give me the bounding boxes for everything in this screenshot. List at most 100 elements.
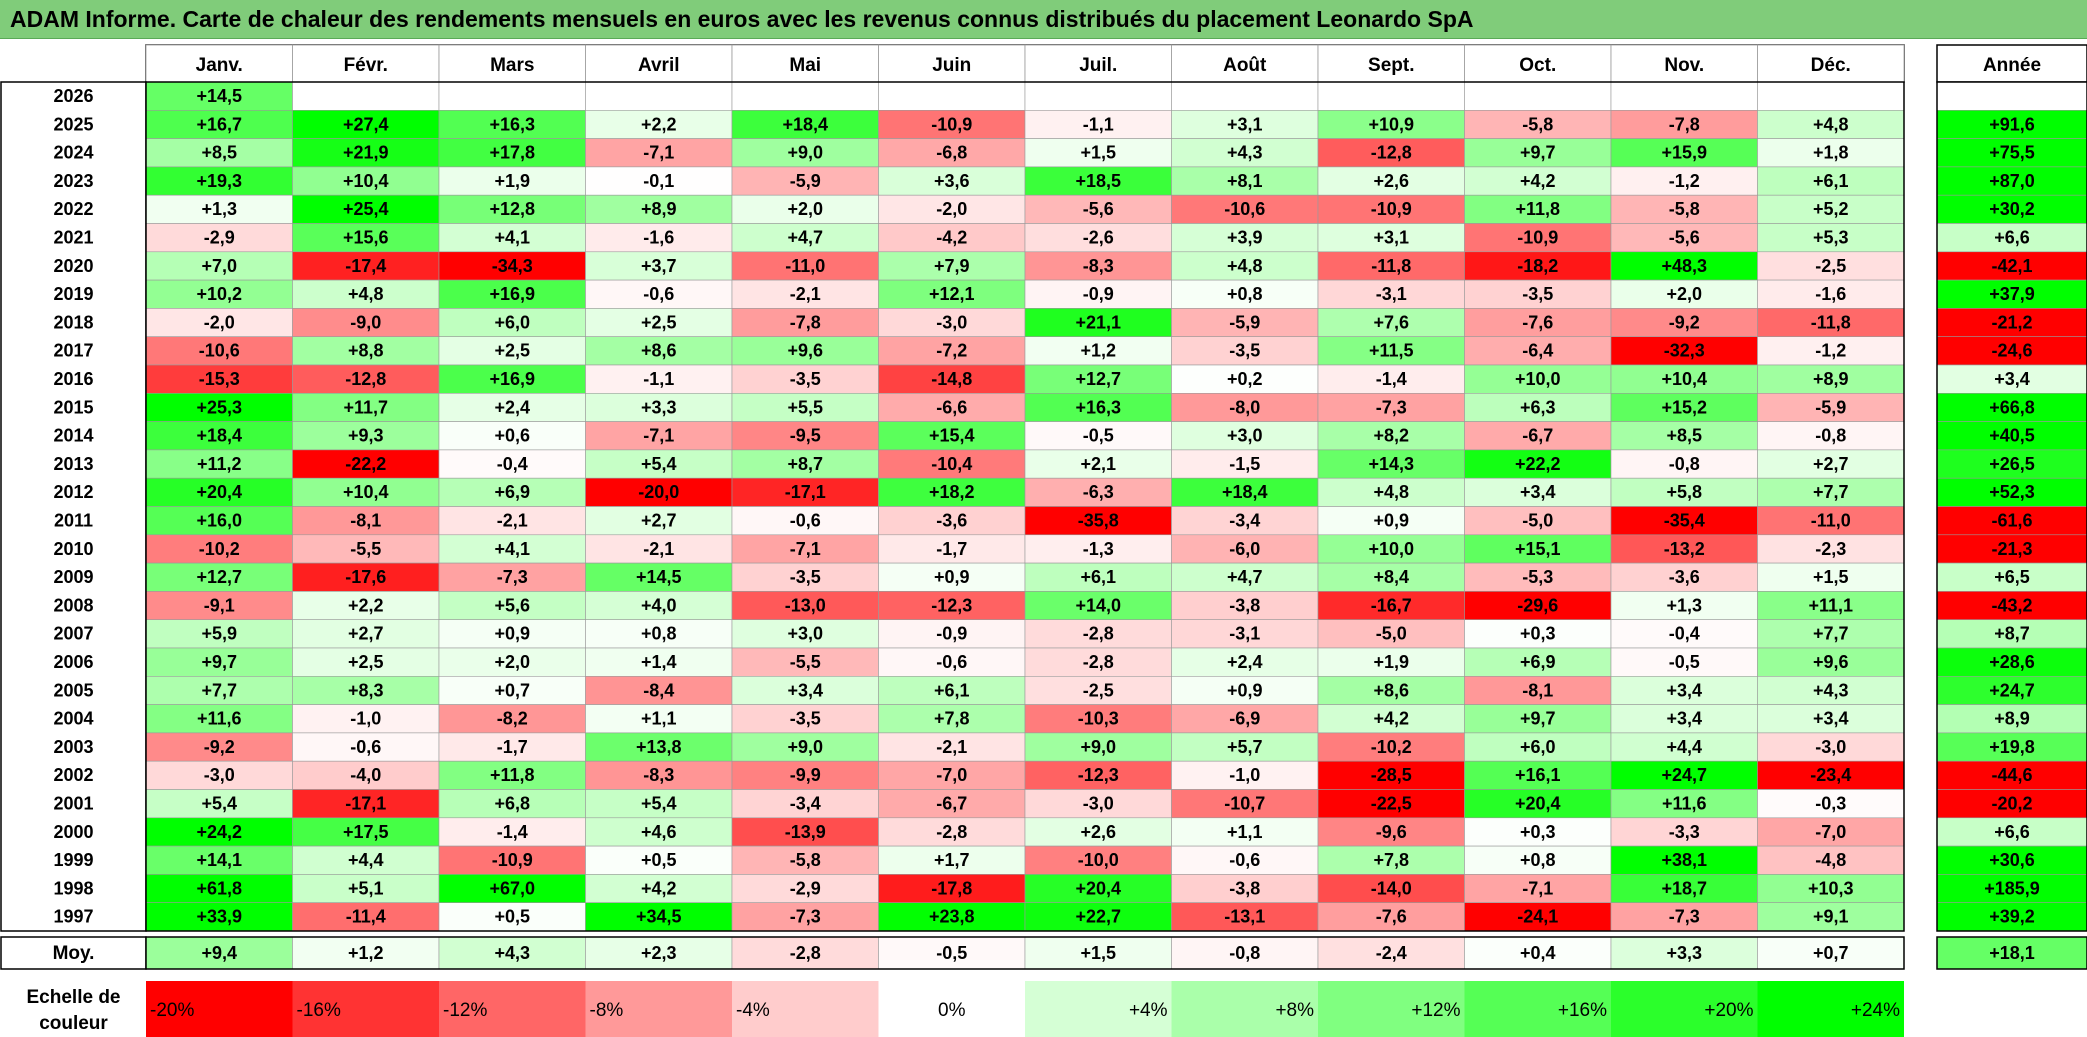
cell-value: +0,3: [1520, 822, 1556, 842]
cell-value: +17,5: [343, 822, 389, 842]
annual-value: +52,3: [1989, 482, 2035, 502]
heatmap-cell: [585, 449, 733, 479]
heatmap-cell: [1464, 562, 1612, 592]
scale-swatch: [146, 981, 293, 1037]
cell-value: +1,2: [1080, 341, 1116, 361]
cell-value: +8,1: [1227, 171, 1263, 191]
month-header-label: Sept.: [1368, 55, 1414, 76]
cell-value: -3,5: [790, 369, 821, 389]
cell-value: +20,4: [1515, 794, 1561, 814]
average-label-cell: [0, 936, 147, 970]
year-label: 2004: [53, 709, 93, 729]
heatmap-cell: [1024, 506, 1172, 536]
cell-value: -10,4: [931, 454, 972, 474]
cell-value: +2,5: [641, 312, 677, 332]
cell-value: +18,7: [1661, 878, 1707, 898]
heatmap-cell: [1610, 534, 1758, 564]
cell-value: +14,3: [1368, 454, 1414, 474]
cell-value: +18,4: [782, 114, 828, 134]
heatmap-cell: [731, 562, 879, 592]
heatmap-cell: [1171, 138, 1319, 168]
heatmap-cell: [1464, 194, 1612, 224]
heatmap-cell: [292, 223, 440, 253]
cell-value: +5,8: [1666, 482, 1702, 502]
cell-value: +0,8: [1227, 284, 1263, 304]
heatmap-cell: [1171, 817, 1319, 847]
heatmap-cell: [1171, 110, 1319, 139]
cell-value: -1,7: [497, 737, 528, 757]
cell-value: +5,3: [1813, 228, 1849, 248]
year-label: 2003: [53, 737, 93, 757]
cell-value: +22,2: [1515, 454, 1561, 474]
cell-value: -6,0: [1229, 539, 1260, 559]
cell-value: -15,3: [199, 369, 240, 389]
average-cell: [292, 936, 440, 970]
scale-swatch: [1611, 981, 1758, 1037]
heatmap-cell: [292, 534, 440, 564]
heatmap-cell: [731, 760, 879, 790]
month-header-cell: [1610, 44, 1758, 83]
heatmap-cell: [1024, 421, 1172, 451]
cell-value: +5,4: [641, 454, 677, 474]
heatmap-cell: [1317, 308, 1465, 337]
cell-value: +8,2: [1373, 426, 1409, 446]
cell-value: -3,5: [1522, 284, 1553, 304]
cell-value: -3,3: [1669, 822, 1700, 842]
heatmap-cell: [1171, 619, 1319, 649]
heatmap-cell: [1171, 732, 1319, 762]
year-label: 2015: [53, 397, 93, 417]
annual-value: -24,6: [1991, 341, 2032, 361]
cell-value: +6,8: [494, 794, 530, 814]
heatmap-cell: [438, 392, 586, 422]
heatmap-cell: [1024, 789, 1172, 819]
heatmap-cell: [292, 874, 440, 904]
heatmap-cell: [878, 732, 1026, 762]
cell-value: +2,0: [787, 199, 823, 219]
cell-value: -5,8: [1669, 199, 1700, 219]
heatmap-cell: [438, 336, 586, 366]
cell-value: -1,6: [1815, 284, 1846, 304]
heatmap-cell: [145, 760, 293, 790]
cell-value: -8,4: [643, 680, 674, 700]
cell-value: -4,2: [936, 228, 967, 248]
year-label: 2026: [53, 86, 93, 106]
year-label: 2025: [53, 114, 93, 134]
heatmap-cell: [1757, 675, 1905, 705]
annual-cell: [1936, 308, 2087, 337]
heatmap-cell: [1757, 223, 1905, 253]
heatmap-cell: [292, 619, 440, 649]
average-cell: [1464, 936, 1612, 970]
cell-value: -3,5: [1229, 341, 1260, 361]
heatmap-cell: [1757, 704, 1905, 734]
heatmap-cell: [1171, 279, 1319, 309]
month-header-label: Juin: [932, 55, 971, 76]
heatmap-cell: [1610, 477, 1758, 507]
cell-value: -7,1: [643, 426, 674, 446]
cell-value: +2,2: [641, 114, 677, 134]
cell-value: -1,3: [1083, 539, 1114, 559]
year-label: 2021: [53, 228, 93, 248]
scale-label-line2: couleur: [39, 1013, 108, 1034]
cell-value: -10,2: [199, 539, 240, 559]
heatmap-cell: [1757, 166, 1905, 196]
cell-value: -3,0: [204, 765, 235, 785]
heatmap-cell: [1024, 845, 1172, 875]
average-row-frame: [145, 936, 1905, 970]
heatmap-cell: [292, 675, 440, 705]
cell-value: -0,8: [1815, 426, 1846, 446]
scale-step-label: +12%: [1411, 1000, 1460, 1021]
cell-value: +1,5: [1080, 143, 1116, 163]
cell-value: -0,9: [936, 624, 967, 644]
cell-value: -8,0: [1229, 397, 1260, 417]
cell-value: +16,9: [489, 369, 535, 389]
heatmap-cell: [731, 619, 879, 649]
heatmap-cell: [1610, 704, 1758, 734]
cell-value: +22,7: [1075, 907, 1121, 927]
cell-value: +16,9: [489, 284, 535, 304]
cell-value: +15,9: [1661, 143, 1707, 163]
cell-value: -35,8: [1078, 511, 1119, 531]
heatmap-cell: [878, 619, 1026, 649]
heatmap-cell: [1317, 675, 1465, 705]
heatmap-cell: [878, 251, 1026, 281]
annual-cell: [1936, 421, 2087, 451]
